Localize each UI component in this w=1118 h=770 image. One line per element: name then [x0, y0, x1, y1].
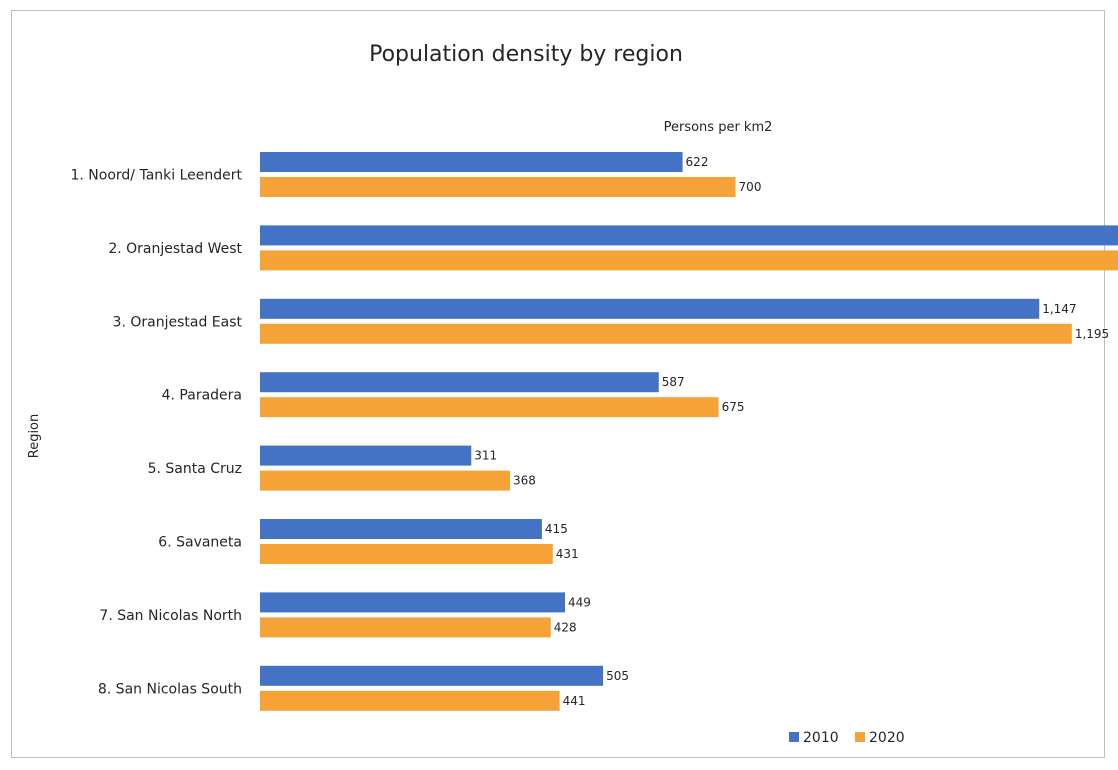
bar-value-label: 441	[563, 694, 586, 708]
bar-2010	[260, 592, 566, 613]
bar-2010	[260, 152, 683, 172]
bar-value-label: 1,195	[1075, 327, 1109, 341]
bar-value-label: 431	[556, 547, 579, 561]
category-label: 7. San Nicolas North	[99, 608, 242, 624]
bars-group: 1. Noord/ Tanki Leendert 622 700 2. Oranjes…	[70, 152, 1118, 711]
bar-2010	[260, 372, 659, 393]
bar-value-label: 368	[513, 474, 536, 488]
category-label: 1. Noord/ Tanki Leendert	[70, 168, 242, 184]
bar-2020	[260, 250, 1118, 271]
y-axis-label: Region	[27, 414, 42, 459]
category-label: 2. Oranjestad West	[108, 241, 242, 257]
bar-2020	[260, 617, 551, 638]
category-label: 3. Oranjestad East	[113, 314, 243, 330]
bar-value-label: 449	[568, 595, 591, 609]
legend-label: 2020	[869, 730, 905, 746]
bar-value-label: 505	[606, 669, 629, 683]
bar-2020	[260, 177, 736, 197]
bar-2010	[260, 519, 542, 539]
bar-value-label: 1,147	[1042, 302, 1076, 316]
legend: 2010 2020	[789, 730, 905, 746]
chart-title: Population density by region	[369, 42, 683, 67]
bar-2010	[260, 298, 1040, 319]
category-label: 8. San Nicolas South	[98, 681, 242, 697]
bar-2020	[260, 690, 560, 711]
bar-value-label: 415	[545, 522, 568, 536]
bar-2020	[260, 470, 511, 491]
bar-value-label: 311	[474, 449, 497, 463]
chart-subtitle: Persons per km2	[664, 120, 773, 135]
bar-2010	[260, 225, 1118, 246]
bar-2010	[260, 665, 604, 686]
bar-value-label: 675	[722, 400, 745, 414]
legend-swatch-2010	[789, 732, 799, 742]
bar-2020	[260, 397, 719, 418]
bar-value-label: 428	[554, 620, 577, 634]
category-label: 6. Savaneta	[158, 535, 242, 551]
bar-2010	[260, 445, 472, 466]
bar-value-label: 700	[739, 180, 762, 194]
category-label: 5. Santa Cruz	[148, 461, 242, 477]
bar-2020	[260, 323, 1072, 344]
bar-value-label: 622	[686, 155, 709, 169]
legend-swatch-2020	[855, 732, 865, 742]
bar-value-label: 587	[662, 375, 685, 389]
bar-2020	[260, 544, 553, 564]
category-label: 4. Paradera	[162, 388, 242, 404]
legend-label: 2010	[803, 730, 839, 746]
